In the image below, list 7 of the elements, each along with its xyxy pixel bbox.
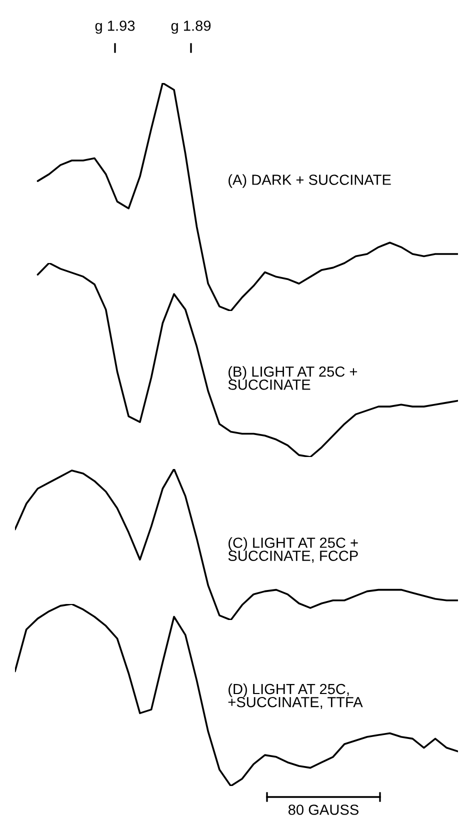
- series-label: (D) LIGHT AT 25C, +SUCCINATE, TTFA: [228, 683, 363, 709]
- text: (A) DARK + SUCCINATE: [228, 174, 391, 188]
- text: 80 GAUSS: [288, 804, 358, 815]
- text: g 1.89: [171, 20, 211, 34]
- series-label: (C) LIGHT AT 25C + SUCCINATE, FCCP: [228, 537, 358, 563]
- series-label: (B) LIGHT AT 25C + SUCCINATE: [228, 366, 358, 390]
- text: g 1.93: [95, 20, 135, 34]
